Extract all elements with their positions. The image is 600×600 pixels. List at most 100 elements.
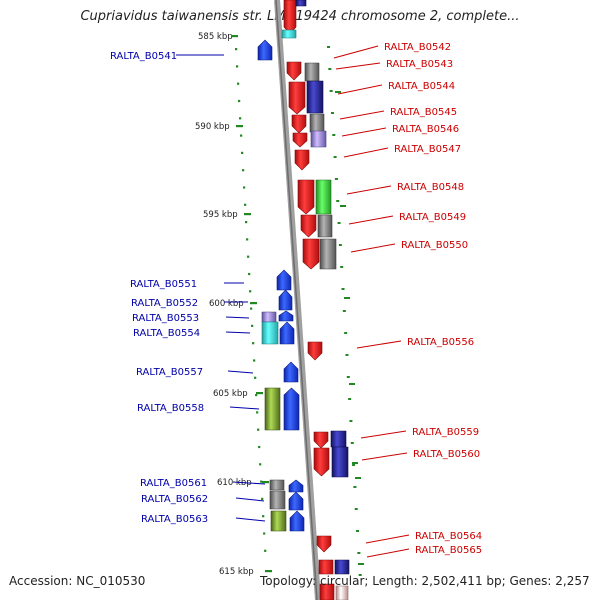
leader-line [339,110,385,120]
leader-line [225,331,251,334]
minor-tick [240,134,243,137]
minor-tick [238,99,241,103]
gene-arrow [269,479,285,491]
minor-tick [358,563,364,565]
gene-label-ralta_b0545: RALTA_B0545 [390,107,457,118]
gene-arrow [319,238,337,270]
minor-tick [248,272,251,276]
minor-tick [263,532,266,535]
gene-label-ralta_b0562: RALTA_B0562 [141,494,208,505]
gene-arrow [261,311,277,323]
gene-arrow [334,559,350,575]
minor-tick [256,411,259,414]
leader-line [361,452,408,461]
minor-tick [340,266,344,268]
gene-arrow [283,361,299,383]
scale-layer: 585 kbp 590 kbp 595 kbp 600 kbp 605 kbp 610 k… [195,32,364,577]
leader-line [333,45,379,59]
gene-arrow [295,0,307,7]
gene-arrow [283,0,297,35]
minor-tick [336,200,340,202]
gene-arrow [257,39,273,61]
gene-arrow [288,479,304,493]
leader-line [366,548,410,558]
scale-label: 585 kbp [198,32,233,42]
leader-line [225,316,250,319]
label-layer: RALTA_B0541 RALTA_B0551 RALTA_B0552 RALTA_B… [110,42,482,558]
gene-label-ralta_b0544: RALTA_B0544 [388,81,455,92]
gene-label-ralta_b0556: RALTA_B0556 [407,337,474,348]
minor-tick [254,376,257,379]
scale-label: 595 kbp [203,210,238,220]
gene-arrow [269,490,286,510]
minor-tick [327,46,330,48]
minor-tick [356,530,360,532]
gene-arrow [310,130,327,148]
scale-major-tick [244,213,251,216]
accession-text: Accession: NC_010530 [9,574,146,588]
gene-arrow [317,214,333,238]
scale-major-tick [250,302,257,305]
minor-tick [355,477,361,479]
minor-tick [255,394,258,397]
leader-line [343,147,389,158]
leader-line [350,243,396,253]
minor-tick [239,117,242,120]
minor-tick [340,205,346,207]
gene-arrow [261,321,279,345]
gene-layer [257,0,350,600]
gene-arrow [297,179,315,215]
minor-tick [342,310,346,312]
gene-label-ralta_b0543: RALTA_B0543 [386,59,453,70]
gene-arrow [286,61,302,81]
minor-tick [344,332,348,334]
gene-label-ralta_b0563: RALTA_B0563 [141,514,208,525]
gene-arrow [302,238,320,270]
scale-label: 615 kbp [219,567,254,577]
gene-label-ralta_b0552: RALTA_B0552 [131,298,198,309]
minor-tick [349,383,355,385]
leader-line [356,340,402,349]
minor-tick [252,342,255,345]
backbone-layer [274,0,321,600]
scale-label: 590 kbp [195,122,230,132]
scale-major-tick [256,392,263,395]
gene-arrow [300,214,317,238]
minor-tick [348,398,352,400]
gene-label-ralta_b0548: RALTA_B0548 [397,182,464,193]
minor-tick [251,324,254,327]
gene-arrow [292,132,308,148]
gene-arrow [306,80,324,114]
gene-label-ralta_b0547: RALTA_B0547 [394,144,461,155]
gene-label-ralta_b0559: RALTA_B0559 [412,427,479,438]
minor-tick [264,549,267,552]
minor-tick [337,222,341,224]
leader-line [346,185,392,195]
gene-arrow [316,535,332,553]
scale-label: 605 kbp [213,389,248,399]
gene-label-ralta_b0551: RALTA_B0551 [130,279,197,290]
scale-label: 610 kbp [217,478,252,488]
gene-arrow [291,114,307,134]
gene-arrow [283,387,300,431]
gene-arrow [335,585,349,600]
minor-tick [333,156,337,158]
leader-line [348,215,394,225]
scale-major-tick [265,570,272,573]
gene-label-ralta_b0541: RALTA_B0541 [110,51,177,62]
gene-arrow [315,179,332,215]
gene-arrow [313,447,330,477]
gene-arrow [294,149,310,171]
map-title: Cupriavidus taiwanensis str. LMG19424 ch… [80,9,520,24]
minor-tick [344,297,350,299]
gene-label-ralta_b0564: RALTA_B0564 [415,531,482,542]
minor-tick [332,134,336,136]
gene-arrow [319,583,335,600]
minor-tick [335,91,341,93]
minor-tick [262,515,265,518]
minor-tick [241,151,244,154]
leader-line [232,481,266,485]
leader-line [235,497,265,502]
minor-tick [341,288,345,290]
